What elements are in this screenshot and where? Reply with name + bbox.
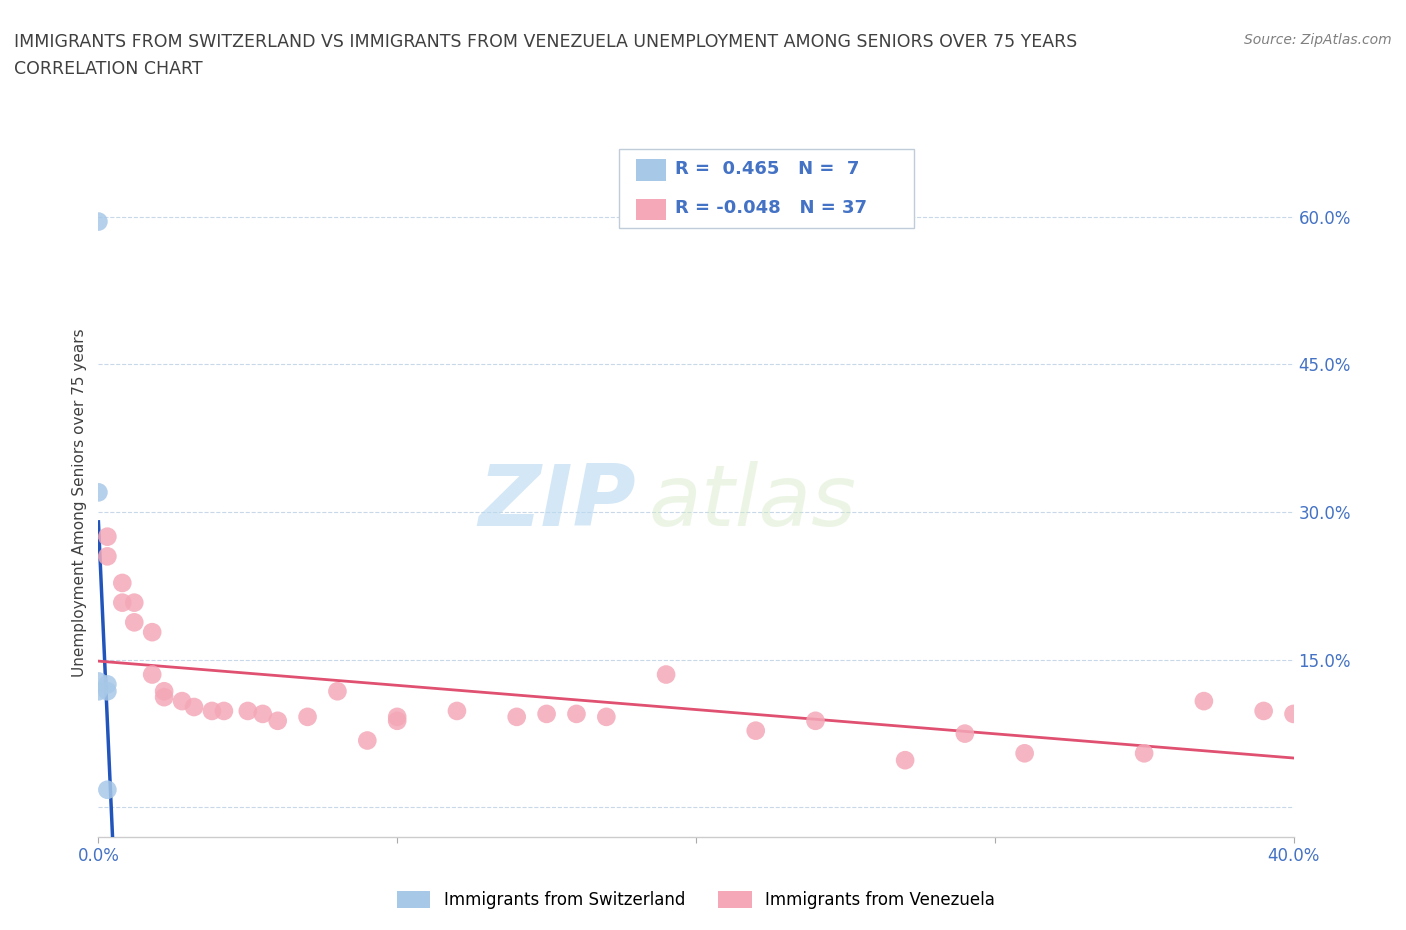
Point <box>96 677 118 692</box>
Point <box>326 684 349 698</box>
Point <box>172 694 194 709</box>
Point <box>595 710 617 724</box>
Point <box>96 782 118 797</box>
Text: atlas: atlas <box>648 460 856 544</box>
Point <box>96 529 118 544</box>
Point <box>96 549 118 564</box>
Point <box>385 713 409 728</box>
Point <box>124 615 146 630</box>
Point <box>111 576 134 591</box>
Point <box>153 690 176 705</box>
Point <box>1282 707 1305 722</box>
Point <box>183 699 205 714</box>
Point <box>804 713 827 728</box>
Text: R = -0.048   N = 37: R = -0.048 N = 37 <box>675 199 868 217</box>
Point <box>1133 746 1156 761</box>
Point <box>655 667 678 682</box>
Point <box>1192 694 1215 709</box>
Text: R =  0.465   N =  7: R = 0.465 N = 7 <box>675 160 859 178</box>
Legend: Immigrants from Switzerland, Immigrants from Venezuela: Immigrants from Switzerland, Immigrants … <box>396 891 995 909</box>
Text: CORRELATION CHART: CORRELATION CHART <box>14 60 202 78</box>
Point <box>111 595 134 610</box>
Point <box>87 684 110 698</box>
Point <box>267 713 290 728</box>
Point <box>385 710 409 724</box>
Point <box>236 703 259 718</box>
Point <box>536 707 558 722</box>
Point <box>506 710 529 724</box>
Point <box>87 485 110 499</box>
Text: Source: ZipAtlas.com: Source: ZipAtlas.com <box>1244 33 1392 46</box>
Point <box>201 703 224 718</box>
Point <box>1014 746 1036 761</box>
Point <box>87 674 110 689</box>
Text: IMMIGRANTS FROM SWITZERLAND VS IMMIGRANTS FROM VENEZUELA UNEMPLOYMENT AMONG SENI: IMMIGRANTS FROM SWITZERLAND VS IMMIGRANT… <box>14 33 1077 50</box>
Point <box>212 703 235 718</box>
Y-axis label: Unemployment Among Seniors over 75 years: Unemployment Among Seniors over 75 years <box>72 328 87 676</box>
Point <box>1253 703 1275 718</box>
Point <box>297 710 319 724</box>
Text: ZIP: ZIP <box>478 460 636 544</box>
Point <box>124 595 146 610</box>
Point <box>565 707 588 722</box>
Point <box>252 707 274 722</box>
Point <box>153 684 176 698</box>
Point <box>87 214 110 229</box>
Point <box>356 733 378 748</box>
Point <box>953 726 976 741</box>
Point <box>446 703 468 718</box>
Point <box>96 684 118 698</box>
Point <box>141 667 163 682</box>
Point <box>745 724 768 738</box>
Point <box>894 752 917 767</box>
Point <box>141 625 163 640</box>
